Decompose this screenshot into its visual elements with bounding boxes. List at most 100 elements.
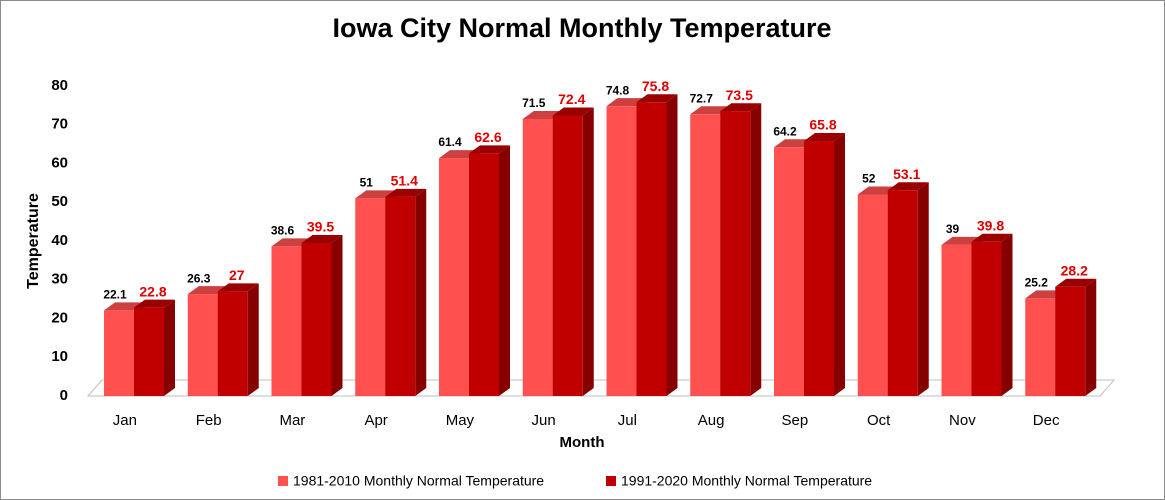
bar-top <box>469 145 510 154</box>
value-label: 38.6 <box>271 224 295 238</box>
bar-side <box>750 103 762 396</box>
legend-swatch <box>278 476 288 486</box>
bar-top <box>217 283 259 292</box>
bar <box>439 158 469 396</box>
x-axis-label: Month <box>560 434 605 451</box>
bar <box>385 196 416 396</box>
value-label: 51 <box>360 176 374 190</box>
value-label: 64.2 <box>773 124 797 138</box>
bar <box>857 194 888 396</box>
bar <box>271 246 302 396</box>
x-tick-label: Oct <box>867 412 891 429</box>
y-tick-label: 60 <box>51 154 68 171</box>
bar-top <box>636 94 678 103</box>
y-tick-label: 80 <box>51 77 68 94</box>
bar <box>552 115 583 396</box>
bar <box>187 294 218 396</box>
value-label: 39 <box>946 222 960 236</box>
y-tick-label: 0 <box>60 387 68 404</box>
bar-side <box>499 145 510 396</box>
x-tick-label: Jan <box>113 412 137 429</box>
y-axis-label: Temperature <box>25 193 42 289</box>
bar-side <box>1085 278 1097 396</box>
bar <box>104 310 134 396</box>
value-label: 61.4 <box>438 135 462 149</box>
x-tick-label: Aug <box>698 412 725 429</box>
bar <box>1025 298 1056 396</box>
bar <box>720 111 751 396</box>
bar-side <box>834 133 845 396</box>
x-tick-label: Nov <box>949 412 976 429</box>
legend-swatch <box>606 476 616 486</box>
bar-side <box>666 94 678 397</box>
bar-side <box>415 188 427 396</box>
x-tick-label: Jul <box>618 412 637 429</box>
value-label: 51.4 <box>391 173 418 189</box>
bar-top <box>971 233 1013 242</box>
bar-top <box>1055 278 1097 287</box>
bar <box>1055 286 1086 396</box>
bar-side <box>331 234 343 396</box>
bar-top <box>887 182 929 191</box>
bar <box>887 190 918 396</box>
value-label: 27 <box>229 267 245 283</box>
value-label: 62.6 <box>474 129 501 145</box>
x-tick-label: Mar <box>279 412 305 429</box>
value-label: 73.5 <box>726 87 753 103</box>
bar-side <box>164 299 175 396</box>
bar <box>804 141 834 396</box>
value-label: 65.8 <box>809 117 836 133</box>
bar-top <box>134 299 175 308</box>
value-label: 25.2 <box>1025 276 1049 290</box>
bar <box>690 114 721 396</box>
y-tick-label: 30 <box>51 271 68 288</box>
chart-title: Iowa City Normal Monthly Temperature <box>332 13 831 43</box>
value-label: 28.2 <box>1061 262 1088 278</box>
value-label: 53.1 <box>893 166 920 182</box>
y-tick-label: 10 <box>51 348 68 365</box>
y-tick-label: 40 <box>51 232 68 249</box>
bar-top <box>552 107 594 116</box>
bar <box>606 106 637 397</box>
bar <box>134 307 164 396</box>
value-label: 22.1 <box>103 288 127 302</box>
x-tick-label: Feb <box>196 412 222 429</box>
value-label: 72.4 <box>558 91 585 107</box>
bar <box>522 118 553 396</box>
value-label: 39.8 <box>977 217 1004 233</box>
value-label: 39.5 <box>307 219 334 235</box>
value-label: 26.3 <box>187 271 211 285</box>
bar-side <box>582 107 594 396</box>
bar <box>971 241 1002 396</box>
value-label: 75.8 <box>642 78 669 94</box>
value-label: 74.8 <box>606 83 630 97</box>
bar-side <box>917 182 929 396</box>
bar-top <box>804 133 845 142</box>
bar-top <box>301 234 343 243</box>
bar <box>941 244 972 396</box>
x-tick-label: May <box>446 412 475 429</box>
bar-top <box>385 188 427 197</box>
value-label: 71.5 <box>522 96 546 110</box>
bar <box>774 147 804 396</box>
floor <box>86 379 1116 397</box>
bar-top <box>720 103 762 112</box>
bar-side <box>247 283 259 396</box>
x-tick-label: Jun <box>532 412 556 429</box>
legend-label: 1991-2020 Monthly Normal Temperature <box>621 473 872 489</box>
x-tick-label: Sep <box>782 412 809 429</box>
value-label: 52 <box>862 172 876 186</box>
value-label: 72.7 <box>690 91 714 105</box>
value-label: 22.8 <box>139 283 166 299</box>
y-tick-label: 20 <box>51 309 68 326</box>
y-tick-label: 70 <box>51 116 68 133</box>
bar-side <box>1001 233 1013 396</box>
bar <box>355 198 386 396</box>
bar <box>469 153 499 396</box>
x-tick-label: Dec <box>1033 412 1060 429</box>
bar <box>217 291 248 396</box>
y-tick-label: 50 <box>51 193 68 210</box>
bar <box>301 242 332 396</box>
legend-label: 1981-2010 Monthly Normal Temperature <box>293 473 544 489</box>
